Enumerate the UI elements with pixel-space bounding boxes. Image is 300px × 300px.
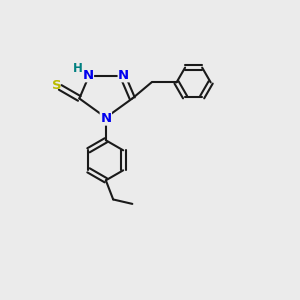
Text: H: H [73,61,82,75]
Text: N: N [82,69,93,82]
Text: N: N [100,112,111,125]
Text: N: N [118,69,129,82]
Text: S: S [52,80,62,92]
